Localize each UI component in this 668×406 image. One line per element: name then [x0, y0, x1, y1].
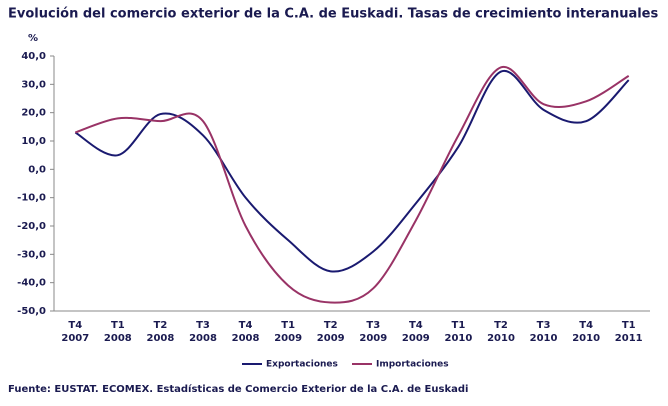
y-tick-label: -20,0 [17, 221, 46, 232]
source-note: Fuente: EUSTAT. ECOMEX. Estadísticas de … [8, 383, 468, 395]
y-tick-label: 20,0 [21, 108, 46, 119]
y-tick-label: 30,0 [21, 79, 46, 90]
y-tick-label: -10,0 [17, 193, 46, 204]
x-tick-label: T1 2010 [444, 320, 473, 344]
x-tick-label: T1 2008 [103, 320, 132, 344]
x-tick-label: T4 2010 [572, 320, 601, 344]
x-tick-label: T3 2008 [189, 320, 217, 344]
y-tick-label: 0,0 [28, 164, 46, 175]
y-tick-label: -50,0 [17, 306, 46, 317]
series-line [74, 70, 630, 273]
x-tick-label: T2 2009 [316, 320, 345, 344]
legend-label: Importaciones [376, 360, 449, 370]
x-tick-label: T4 2008 [231, 320, 260, 344]
y-tick-label: 10,0 [21, 136, 46, 147]
x-tick-label: T2 2008 [146, 320, 175, 344]
x-tick-label: T1 2009 [274, 320, 303, 344]
y-tick-label: -40,0 [17, 278, 46, 289]
series-line [74, 66, 630, 304]
x-tick-label: T4 2009 [401, 320, 430, 344]
legend-label: Exportaciones [266, 360, 338, 370]
y-tick-label: 40,0 [21, 51, 46, 62]
y-tick-label: -30,0 [17, 249, 46, 260]
x-tick-label: T2 2010 [487, 320, 515, 344]
x-tick-label: T4 2007 [61, 320, 90, 344]
x-tick-label: T3 2009 [359, 320, 388, 344]
y-unit: % [28, 33, 38, 44]
chart-title: Evolución del comercio exterior de la C.… [8, 7, 658, 22]
x-tick-label: T3 2010 [529, 320, 558, 344]
x-tick-label: T1 2011 [614, 320, 643, 344]
